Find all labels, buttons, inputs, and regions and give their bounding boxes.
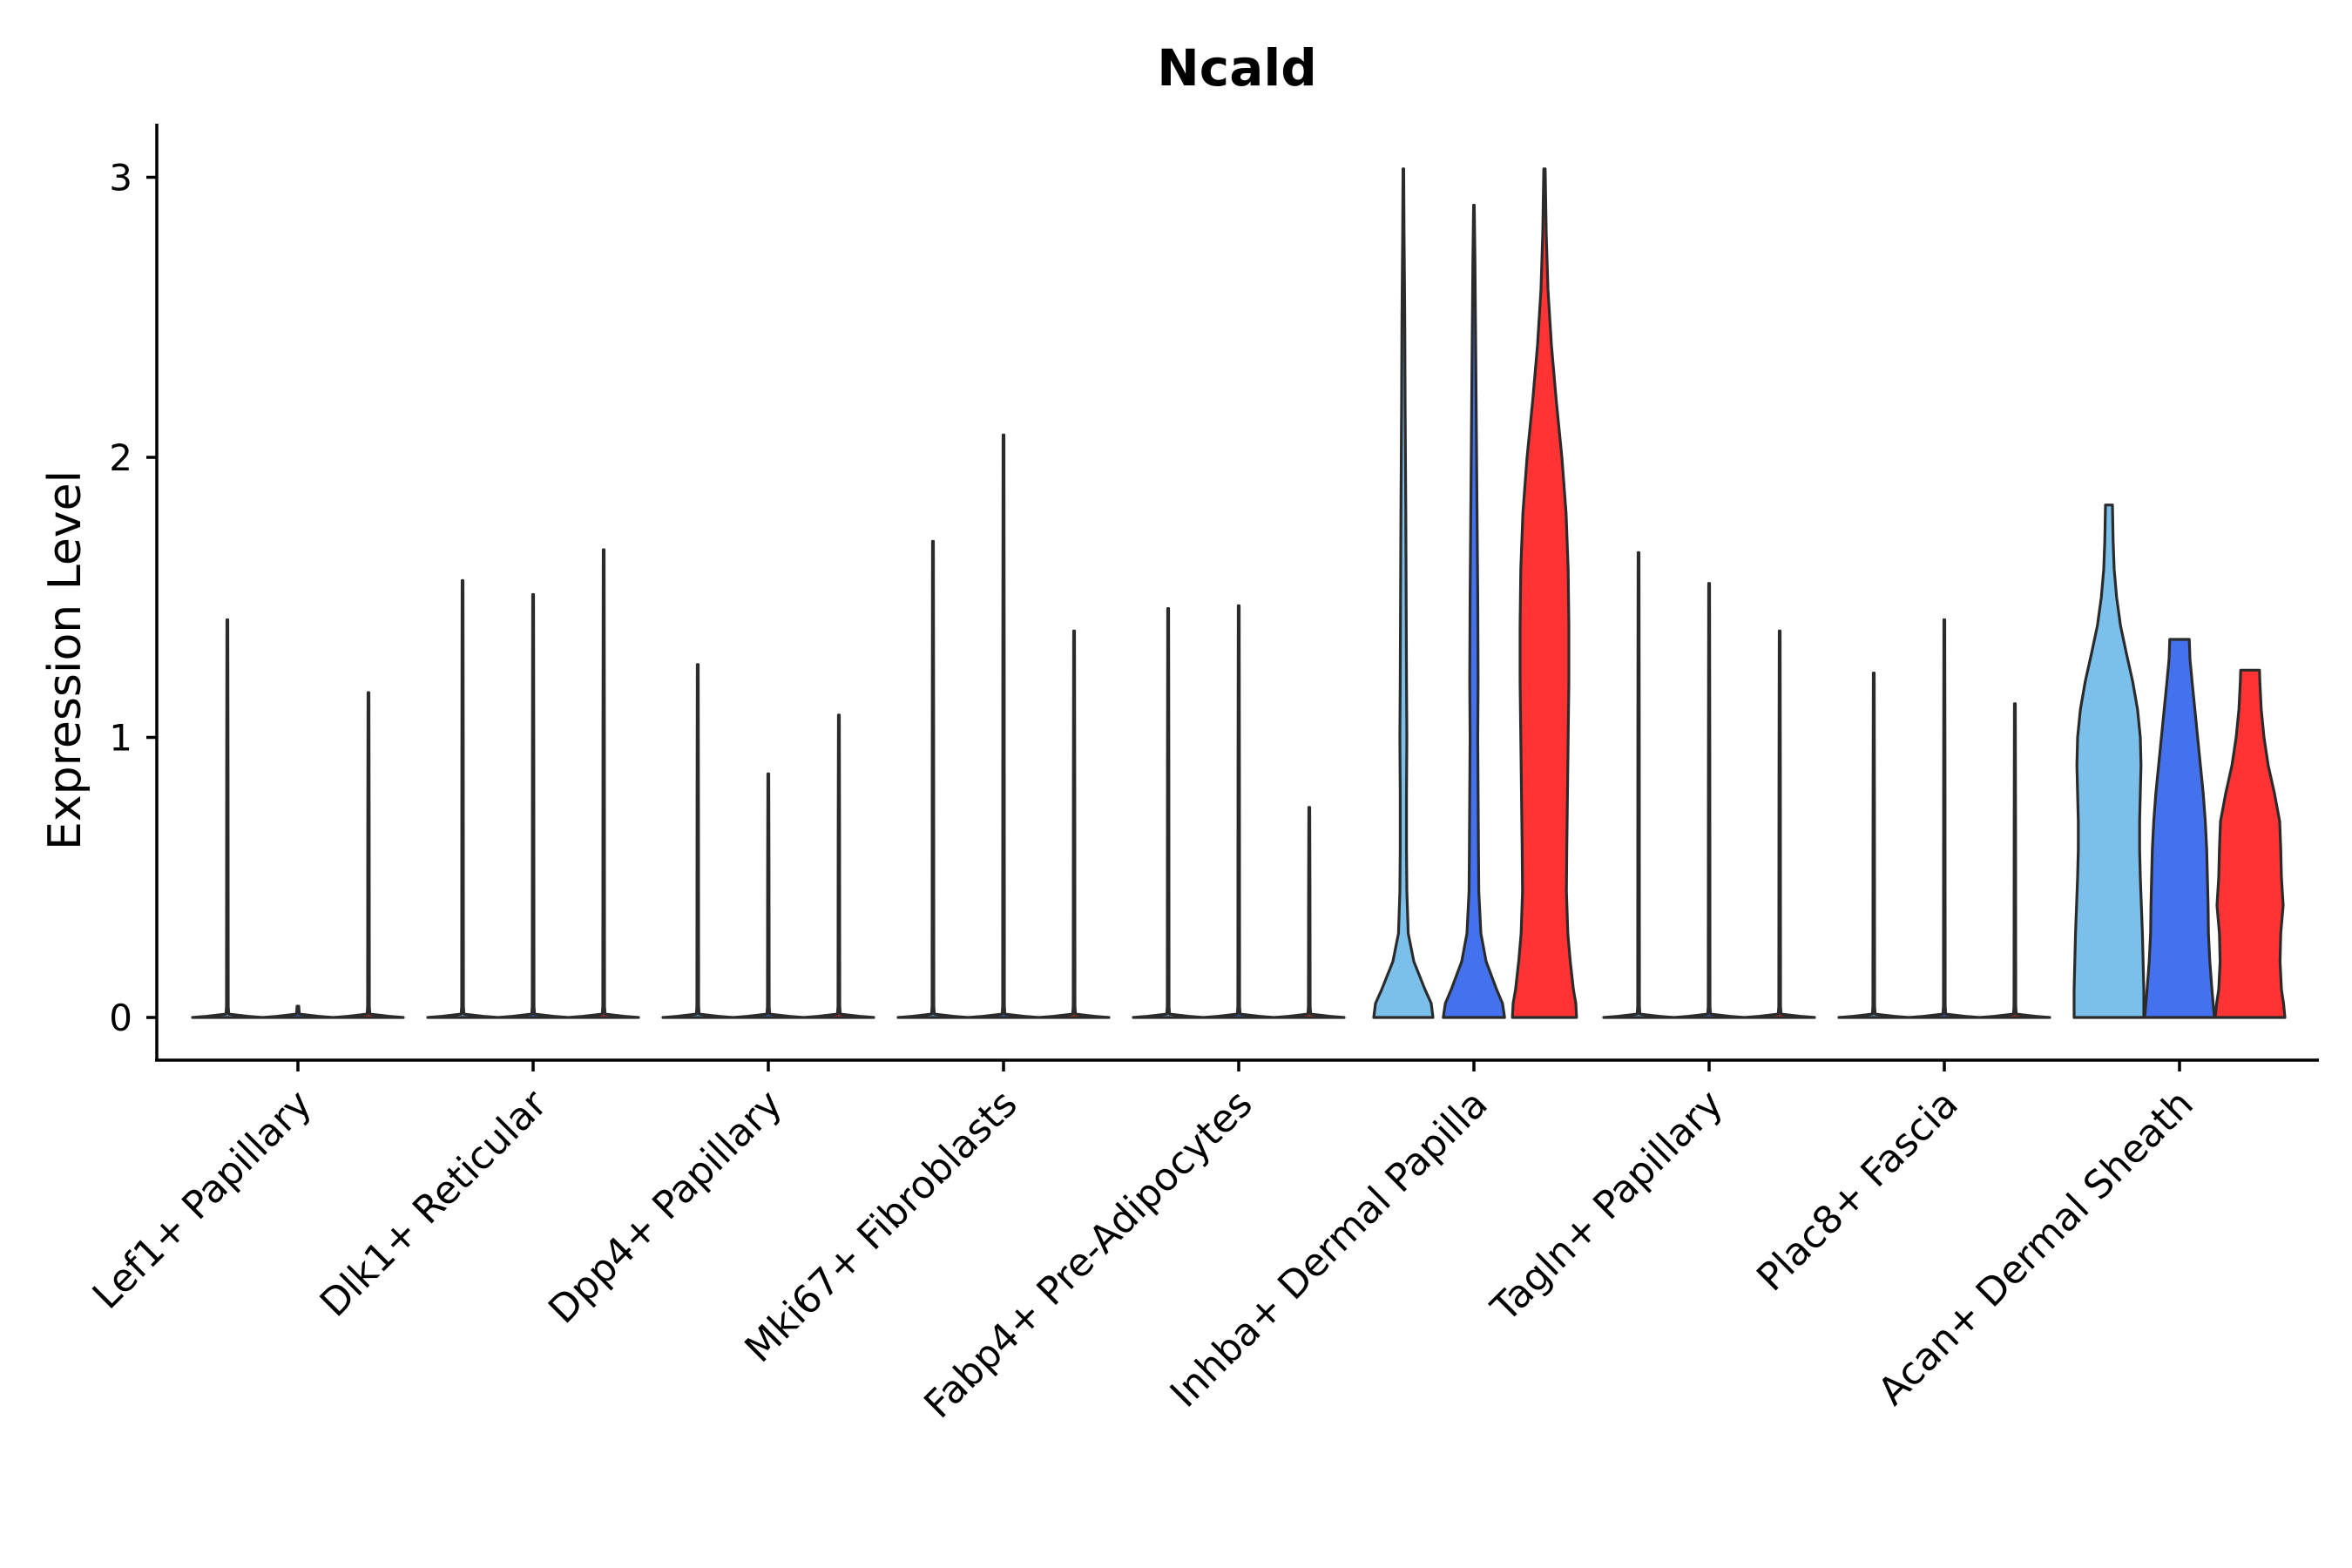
violin-8-3 xyxy=(1978,702,2051,1019)
violin-5-1 xyxy=(1132,607,1205,1019)
y-tick-label: 3 xyxy=(109,157,132,199)
violin-1-1 xyxy=(191,618,264,1019)
violin-3-1 xyxy=(661,663,734,1019)
x-tick-label: Dlk1+ Reticular xyxy=(312,1081,557,1326)
violin-2-2 xyxy=(497,592,570,1019)
axes-layer xyxy=(155,124,2319,1062)
violin-7-1 xyxy=(1602,551,1675,1019)
violin-2-3 xyxy=(567,548,640,1019)
chart-title: Ncald xyxy=(1157,38,1316,98)
violin-4-2 xyxy=(967,433,1040,1019)
violin-9-2 xyxy=(2143,638,2216,1019)
violins-layer xyxy=(191,167,2287,1019)
violin-3-2 xyxy=(732,772,805,1019)
violin-9-3 xyxy=(2213,668,2287,1019)
violin-6-3 xyxy=(1511,167,1578,1019)
violin-1-3 xyxy=(332,691,405,1019)
violin-6-2 xyxy=(1442,204,1506,1019)
violin-7-3 xyxy=(1743,629,1816,1019)
x-tick-label: Lef1+ Papillary xyxy=(84,1082,321,1318)
y-tick-label: 2 xyxy=(109,436,132,479)
y-tick-label: 1 xyxy=(109,717,132,760)
y-tick-label: 0 xyxy=(109,997,132,1039)
x-tick-label: Dpp4+ Papillary xyxy=(540,1082,791,1333)
violin-9-1 xyxy=(2072,504,2146,1019)
x-tick-label: Tagln+ Papillary xyxy=(1483,1082,1732,1331)
violin-8-1 xyxy=(1837,672,1910,1019)
violin-2-1 xyxy=(426,578,499,1019)
violin-5-3 xyxy=(1273,806,1346,1019)
violin-5-2 xyxy=(1202,604,1275,1019)
y-ticks: 0 1 2 3 xyxy=(109,157,157,1039)
violin-1-2 xyxy=(261,1004,335,1019)
violin-8-2 xyxy=(1908,618,1981,1019)
violin-7-2 xyxy=(1673,582,1746,1019)
x-tick-label: Plac8+ Fascia xyxy=(1748,1082,1967,1301)
violin-4-1 xyxy=(896,539,970,1019)
violin-3-3 xyxy=(802,713,875,1019)
y-axis-label: Expression Level xyxy=(39,470,91,850)
violin-4-3 xyxy=(1037,629,1111,1019)
violin-6-1 xyxy=(1372,167,1435,1019)
